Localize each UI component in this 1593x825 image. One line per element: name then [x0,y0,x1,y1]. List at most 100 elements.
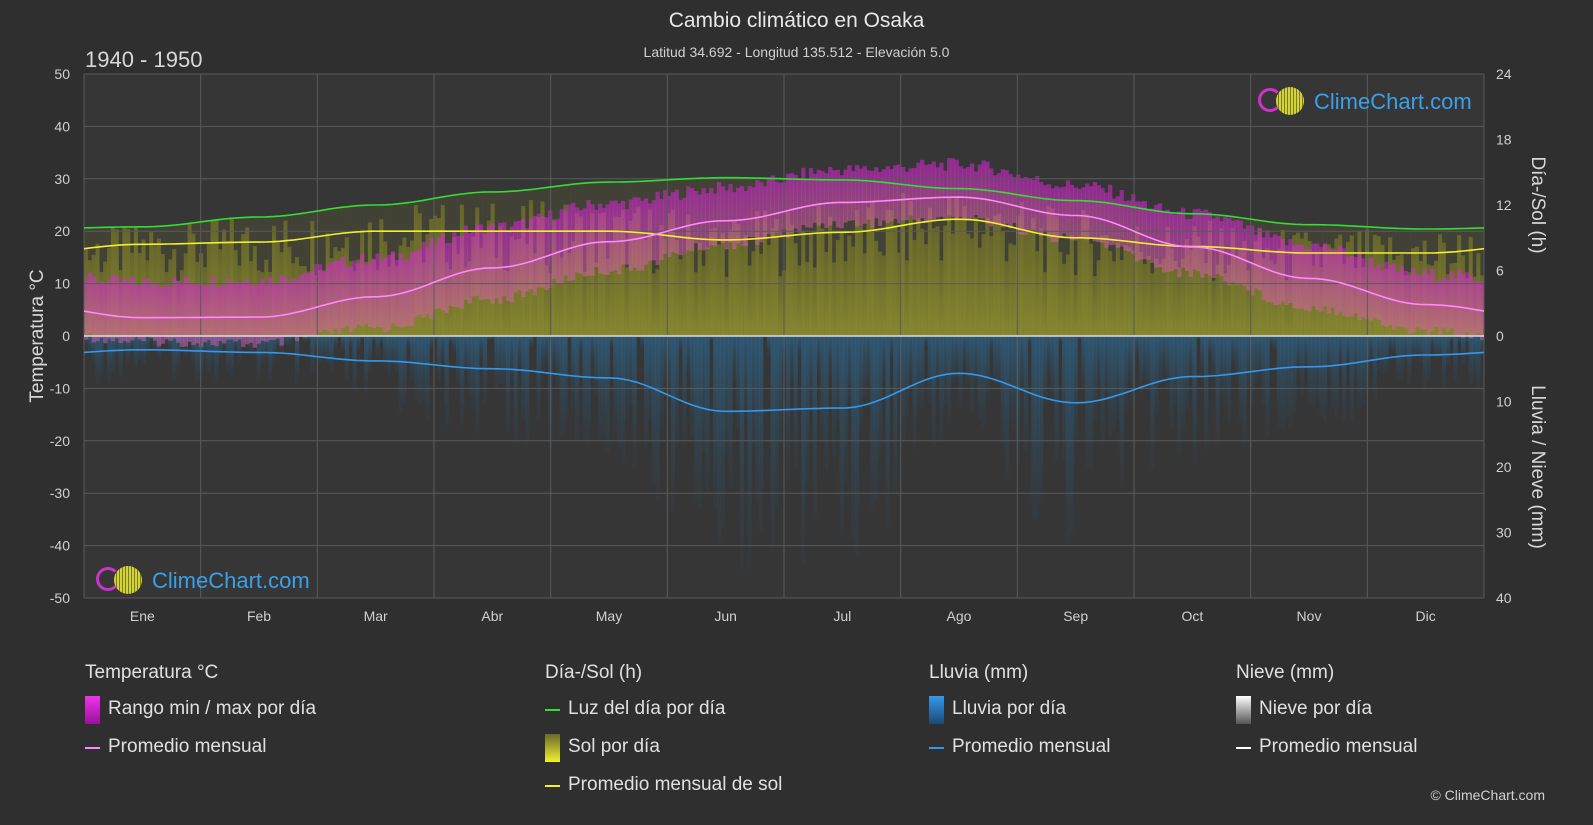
temp-range-bar [122,278,127,342]
temp-range-bar [1012,177,1017,223]
rain-bar [755,336,760,504]
sun-bar [613,216,618,336]
rain-bar [310,336,315,375]
rain-bar [283,336,288,346]
sun-bar [628,220,633,336]
temp-range-bar [1460,274,1466,338]
rain-bar [594,336,599,395]
sun-bar [981,234,986,336]
rain-bar [444,336,449,426]
temp-range-bar [421,241,426,318]
rain-bar [1142,336,1147,380]
rain-bar [1115,336,1121,421]
rain-bar [110,336,116,374]
rain-bar [1204,336,1209,450]
sun-bar [693,272,699,336]
rain-bar [897,336,902,401]
temp-range-bar [908,168,913,216]
rain-bar [958,336,963,409]
temp-range-bar [429,237,434,320]
sun-bar [931,228,936,336]
y-left-tick: 0 [62,328,70,344]
temp-range-bar [1330,250,1335,308]
rain-bar [1453,336,1458,383]
temp-range-bar [84,279,89,340]
temp-range-bar [206,286,211,340]
temp-range-bar [291,278,296,337]
temp-range-bar [877,171,883,226]
temp-range-bar [778,182,783,236]
temp-range-bar [333,260,338,329]
rain-bar [785,336,791,480]
sun-bar [1184,239,1190,336]
rain-bar [513,336,518,444]
rain-bar [214,336,219,383]
sun-bar [1123,245,1128,336]
temp-range-bar [402,260,407,328]
rain-bar [291,336,296,341]
rain-bar [1280,336,1285,430]
sun-bar [720,233,725,336]
temp-range-bar [993,175,998,224]
rain-bar [1441,336,1447,387]
temp-range-bar [1108,184,1113,246]
rain-bar [479,336,484,358]
rain-bar [1349,336,1354,422]
sun-bar [1012,244,1017,336]
temp-range-bar [924,164,929,223]
temp-range-bar [1411,268,1416,333]
sun-bar [463,267,468,336]
rain-bar [394,336,399,373]
temp-range-bar [245,279,250,345]
legend-item: Promedio mensual [1236,728,1417,766]
sun-bar [935,226,940,336]
temp-range-bar [479,224,484,300]
temp-range-bar [1476,281,1481,334]
temp-range-bar [99,281,104,338]
temp-range-bar [1422,269,1427,330]
rain-bar [843,336,848,484]
temp-range-bar [279,274,284,346]
temp-range-bar [160,287,165,344]
sun-bar [620,209,626,336]
rain-bar [525,336,530,444]
temp-range-bar [371,258,376,328]
temp-range-bar [812,173,818,223]
rain-bar [1154,336,1159,415]
temp-range-bar [1280,238,1285,302]
rain-bar [874,336,879,503]
temp-range-bar [202,285,208,343]
temp-range-bar [567,204,572,282]
rain-bar [947,336,952,425]
rain-bar [1173,336,1178,406]
rain-bar [1430,336,1435,349]
sun-bar [663,238,668,336]
sun-bar [789,224,794,336]
temp-range-bar [797,178,802,233]
legend-rain: Lluvia (mm) Lluvia por día Promedio mens… [929,662,1110,766]
temp-range-bar [667,195,672,258]
rain-bar [440,336,445,362]
rain-bar [306,336,311,341]
temp-range-bar [321,272,327,330]
rain-bar [1288,336,1293,429]
sun-bar [1127,246,1132,336]
rain-bar [586,336,591,445]
temp-range-bar [613,200,618,271]
sun-bar [947,198,952,336]
rain-bar [375,336,380,359]
temp-range-bar [199,285,204,348]
rain-bar [145,336,150,355]
rain-bar [651,336,656,487]
rain-bar [1046,336,1051,374]
rain-bar [1223,336,1228,407]
rain-bar [605,336,610,453]
rain-bar [1403,336,1408,364]
sun-bar [877,251,883,336]
temp-range-bar [1223,217,1228,282]
rain-bar [206,336,211,374]
sun-bar [187,223,192,336]
rain-bar [989,336,994,352]
rain-bar [417,336,422,405]
temp-range-bar [1368,257,1374,321]
